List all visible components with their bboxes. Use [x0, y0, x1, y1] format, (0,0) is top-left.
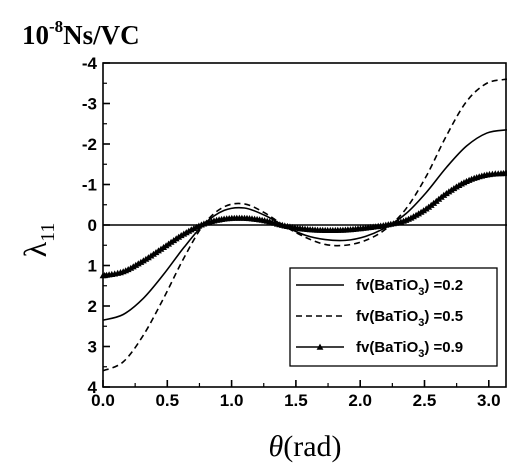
- legend-entry: fv(BaTiO3) =0.2: [356, 277, 463, 298]
- x-label-unit: (rad): [283, 430, 341, 463]
- y-tick-label: -2: [82, 135, 97, 154]
- unit-rest: Ns/VC: [63, 20, 140, 50]
- x-axis-label-text: θ(rad): [268, 430, 341, 463]
- x-tick-label: 1.5: [284, 391, 308, 410]
- y-tick-label: 1: [88, 257, 97, 276]
- legend-entry: fv(BaTiO3) =0.5: [356, 308, 463, 329]
- series-line-2: [102, 78, 507, 372]
- y-label-main: λ: [17, 241, 53, 257]
- unit-label-text: 10-8Ns/VC: [22, 17, 140, 50]
- x-tick-label: 3.0: [477, 391, 501, 410]
- y-tick-label: 4: [88, 378, 98, 397]
- x-tick-label: 2.5: [413, 391, 437, 410]
- y-tick-label: -1: [82, 176, 97, 195]
- legend-marker: [316, 343, 324, 350]
- unit-exponent: -8: [49, 17, 63, 36]
- unit-label: 10-8Ns/VC: [22, 17, 140, 50]
- y-tick-label: 2: [88, 297, 97, 316]
- unit-base: 10: [22, 20, 49, 50]
- x-label-main: θ: [268, 430, 283, 463]
- y-axis-label: λ11: [17, 223, 59, 258]
- x-tick-label: 0.5: [155, 391, 179, 410]
- y-tick-label: -3: [82, 95, 97, 114]
- x-tick-label: 2.0: [348, 391, 372, 410]
- axes: -4 -3 -2 -1 0 1 2 3 40.0 0.5 1.0 1.5 2.0 2.5 3.0: [82, 54, 507, 410]
- x-tick-label: 0.0: [91, 391, 115, 410]
- x-tick-label: 1.0: [220, 391, 244, 410]
- y-label-sub: 11: [37, 223, 59, 242]
- y-tick-label: -4: [82, 54, 98, 73]
- series-layer: [99, 78, 507, 372]
- legend-entry: fv(BaTiO3) =0.9: [356, 339, 463, 360]
- series-line-1: [102, 129, 507, 321]
- y-tick-label: 0: [88, 216, 97, 235]
- legend: fv(BaTiO3) =0.2 fv(BaTiO3) =0.5 fv(BaTiO3)…: [289, 267, 498, 367]
- y-axis-label-text: λ11: [17, 223, 59, 258]
- y-tick-label: 3: [88, 338, 97, 357]
- x-axis-label: θ(rad): [268, 430, 341, 463]
